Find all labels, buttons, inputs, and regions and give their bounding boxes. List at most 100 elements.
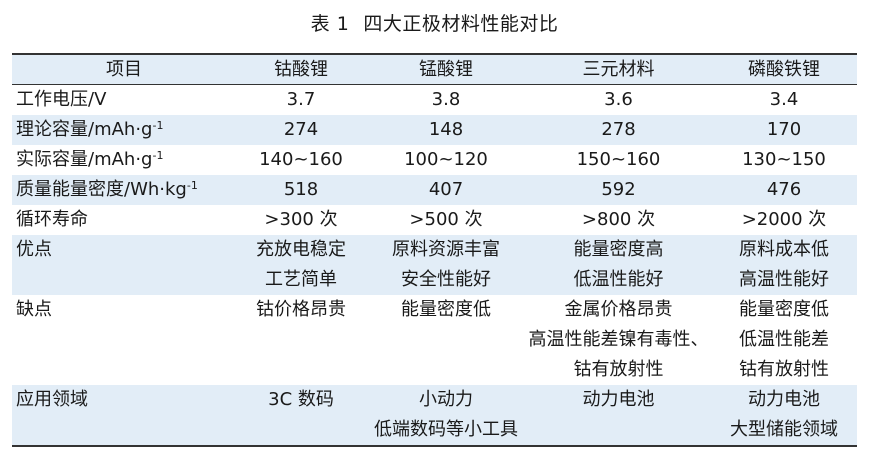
table-cell: 充放电稳定 工艺简单	[236, 235, 366, 295]
cell-text-line: 592	[601, 179, 636, 200]
cell-text-line: >800 次	[581, 209, 656, 230]
table-cell: 140~160	[236, 145, 366, 175]
cell-text-line: 100~120	[404, 149, 488, 170]
cell-text-line: 钴有放射性	[573, 359, 664, 380]
table-number: 表 1	[310, 13, 350, 35]
row-label-text: 应用领域	[16, 389, 88, 410]
table-cell: 130~150	[711, 145, 857, 175]
cell-text-line: >300 次	[264, 209, 338, 230]
cell-text-line: 148	[428, 119, 464, 140]
row-label-text: 质量能量密度/Wh·kg	[16, 179, 187, 200]
table-cell: >500 次	[366, 205, 526, 235]
table-cell: 170	[711, 115, 857, 145]
cell-text-line: 低温性能差	[739, 329, 829, 350]
cell-text-line: 高温性能差镍有毒性、	[528, 329, 709, 350]
table-cell: 3.4	[711, 85, 857, 116]
table-cell: 518	[236, 175, 366, 205]
unit-exponent: -1	[186, 179, 198, 192]
table-caption: 表 1 四大正极材料性能对比	[0, 4, 869, 44]
row-label-text: 理论容量/mAh·g	[16, 119, 153, 140]
table-cell: 钴价格昂贵	[236, 295, 366, 385]
unit-exponent: -1	[152, 149, 164, 162]
cell-text-line: 动力电池	[582, 389, 655, 410]
table-row: 质量能量密度/Wh·kg-1 518 407 592 476	[12, 175, 857, 205]
cell-text-line: 476	[766, 179, 802, 200]
table-cell: 原料成本低高温性能好	[711, 235, 857, 295]
row-label: 循环寿命	[12, 205, 236, 235]
table-cell: 3.8	[366, 85, 526, 116]
cell-text-line: 3.8	[431, 89, 461, 110]
cell-text-line: 278	[601, 119, 636, 140]
cell-text-line: 充放电稳定	[256, 239, 346, 260]
table-cell: 150~160	[526, 145, 711, 175]
header-row: 项目 钴酸锂 锰酸锂 三元材料 磷酸铁锂	[12, 54, 857, 85]
cell-text-line: 动力电池	[748, 389, 820, 410]
row-label-text: 实际容量/mAh·g	[16, 149, 153, 170]
header-item: 项目	[106, 59, 142, 80]
row-label: 工作电压/V	[12, 85, 236, 116]
row-label: 优点	[12, 235, 236, 295]
table-cell: 动力电池大型储能领域	[711, 385, 857, 446]
table-cell: 金属价格昂贵高温性能差镍有毒性、 钴有放射性	[526, 295, 711, 385]
row-label: 质量能量密度/Wh·kg-1	[12, 175, 236, 205]
cell-text-line: 518	[283, 179, 319, 200]
cell-text-line: 3.7	[286, 89, 316, 110]
cell-text-line: 150~160	[576, 149, 661, 170]
table-cell: 能量密度低 低温性能差 钴有放射性	[711, 295, 857, 385]
header-licoo2: 钴酸锂	[274, 59, 328, 80]
cell-text-line: 大型储能领域	[730, 419, 838, 440]
row-label: 实际容量/mAh·g-1	[12, 145, 236, 175]
cell-text-line: 钴有放射性	[739, 359, 829, 380]
table-row: 优点 充放电稳定 工艺简单 原料资源丰富 安全性能好 能量密度高 低温性能好 原料成本低 高温性…	[12, 235, 857, 295]
cell-text-line: 低温性能好	[573, 269, 664, 290]
table-cell: 动力电池	[526, 385, 711, 446]
cell-text-line: 原料成本低	[739, 239, 829, 260]
row-label: 理论容量/mAh·g-1	[12, 115, 236, 145]
cell-text-line: 3.4	[769, 89, 799, 110]
table-body: 工作电压/V 3.7 3.8 3.6 3.4 理论容量/mAh·g-1 274 148 278 1…	[12, 85, 857, 446]
row-label-text: 循环寿命	[16, 209, 88, 230]
table-cell: 592	[526, 175, 711, 205]
cell-text-line: 140~160	[259, 149, 343, 170]
table-row: 工作电压/V 3.7 3.8 3.6 3.4	[12, 85, 857, 116]
table-cell: 407	[366, 175, 526, 205]
cell-text-line: 钴价格昂贵	[256, 299, 346, 320]
cell-text-line: 低端数码等小工具	[374, 419, 518, 440]
table-row: 应用领域 3C 数码 小动力 低端数码等小工具 动力电池 动力电池 大型储能领域	[12, 385, 857, 446]
cell-text-line: 金属价格昂贵	[564, 299, 673, 320]
cell-text-line: 407	[428, 179, 464, 200]
row-label-text: 缺点	[16, 299, 52, 320]
cell-text-line: 130~150	[742, 149, 826, 170]
table-cell: 能量密度高低温性能好	[526, 235, 711, 295]
table-cell: 148	[366, 115, 526, 145]
table-cell: 278	[526, 115, 711, 145]
row-label: 应用领域	[12, 385, 236, 446]
table-row: 实际容量/mAh·g-1 140~160 100~120 150~160 130~150	[12, 145, 857, 175]
table-cell: 476	[711, 175, 857, 205]
cell-text-line: 能量密度高	[573, 239, 664, 260]
table-cell: 原料资源丰富 安全性能好	[366, 235, 526, 295]
table-cell: 100~120	[366, 145, 526, 175]
header-ternary: 三元材料	[582, 59, 655, 80]
cell-text-line: 3C 数码	[268, 389, 334, 410]
cell-text-line: 小动力	[419, 389, 473, 410]
cell-text-line: 高温性能好	[739, 269, 829, 290]
cell-text-line: 安全性能好	[401, 269, 491, 290]
cell-text-line: 170	[766, 119, 802, 140]
table-cell: 能量密度低	[366, 295, 526, 385]
table-cell: >2000 次	[711, 205, 857, 235]
table-cell: 小动力低端数码等小工具	[366, 385, 526, 446]
cell-text-line: 274	[283, 119, 319, 140]
cell-text-line: 能量密度低	[401, 299, 491, 320]
header-limn2o4: 锰酸锂	[419, 59, 473, 80]
cell-text-line: >2000 次	[741, 209, 827, 230]
table-cell: 274	[236, 115, 366, 145]
header-lifepo4: 磷酸铁锂	[748, 59, 820, 80]
cell-text-line: 3.6	[604, 89, 633, 110]
row-label: 缺点	[12, 295, 236, 385]
table-row: 缺点 钴价格昂贵 能量密度低 金属价格昂贵 高温性能差镍有毒性、 钴有放射性 能量密度低 低温…	[12, 295, 857, 385]
cell-text-line: >500 次	[409, 209, 483, 230]
table-title: 四大正极材料性能对比	[363, 13, 559, 35]
row-label-text: 优点	[16, 239, 52, 260]
